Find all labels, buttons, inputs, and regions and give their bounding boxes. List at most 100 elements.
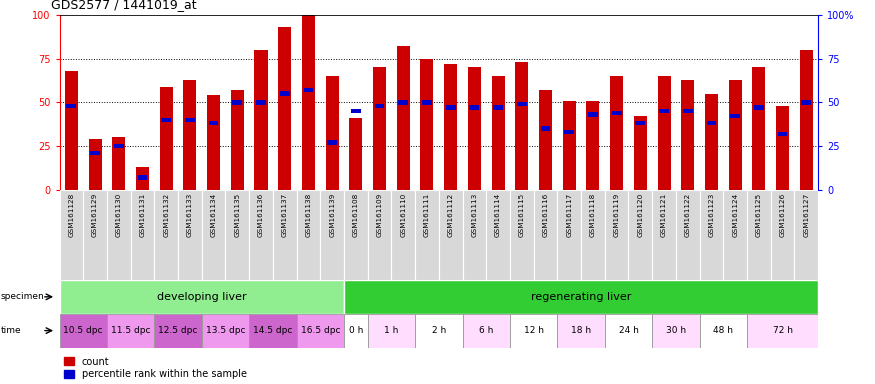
- Text: 10.5 dpc: 10.5 dpc: [64, 326, 103, 335]
- Bar: [776, 106, 789, 190]
- FancyBboxPatch shape: [581, 190, 605, 280]
- FancyBboxPatch shape: [605, 314, 652, 348]
- Text: GSM161111: GSM161111: [424, 192, 430, 237]
- FancyBboxPatch shape: [107, 314, 154, 348]
- Bar: [65, 71, 78, 190]
- Bar: [517, 102, 527, 106]
- Bar: [278, 27, 291, 190]
- Bar: [705, 94, 718, 190]
- Text: GSM161130: GSM161130: [116, 192, 122, 237]
- FancyBboxPatch shape: [249, 190, 273, 280]
- Text: GSM161118: GSM161118: [590, 192, 596, 237]
- Bar: [185, 118, 195, 122]
- Bar: [470, 105, 480, 110]
- Text: GSM161117: GSM161117: [566, 192, 572, 237]
- Bar: [778, 132, 788, 136]
- FancyBboxPatch shape: [700, 190, 724, 280]
- Text: GSM161132: GSM161132: [163, 192, 169, 237]
- FancyBboxPatch shape: [60, 314, 107, 348]
- Bar: [304, 88, 313, 92]
- FancyBboxPatch shape: [771, 190, 794, 280]
- Bar: [541, 126, 550, 131]
- FancyBboxPatch shape: [154, 190, 178, 280]
- Text: GSM161121: GSM161121: [661, 192, 667, 237]
- Text: 2 h: 2 h: [431, 326, 446, 335]
- FancyBboxPatch shape: [415, 190, 439, 280]
- Bar: [492, 76, 505, 190]
- FancyBboxPatch shape: [202, 314, 249, 348]
- Text: GSM161138: GSM161138: [305, 192, 312, 237]
- Bar: [373, 68, 386, 190]
- FancyBboxPatch shape: [60, 280, 344, 314]
- FancyBboxPatch shape: [534, 190, 557, 280]
- Text: 18 h: 18 h: [571, 326, 592, 335]
- Bar: [349, 118, 362, 190]
- FancyBboxPatch shape: [510, 314, 557, 348]
- Text: time: time: [1, 326, 22, 335]
- FancyBboxPatch shape: [628, 190, 652, 280]
- Text: GSM161122: GSM161122: [685, 192, 690, 237]
- Text: GSM161131: GSM161131: [139, 192, 145, 237]
- Legend: count, percentile rank within the sample: count, percentile rank within the sample: [65, 357, 247, 379]
- Bar: [564, 130, 574, 134]
- Bar: [326, 76, 339, 190]
- Text: 48 h: 48 h: [713, 326, 733, 335]
- Text: 14.5 dpc: 14.5 dpc: [253, 326, 292, 335]
- Text: GDS2577 / 1441019_at: GDS2577 / 1441019_at: [51, 0, 196, 11]
- FancyBboxPatch shape: [391, 190, 415, 280]
- Bar: [657, 76, 670, 190]
- Text: GSM161116: GSM161116: [542, 192, 549, 237]
- FancyBboxPatch shape: [557, 190, 581, 280]
- FancyBboxPatch shape: [510, 190, 534, 280]
- Text: GSM161137: GSM161137: [282, 192, 288, 237]
- Text: developing liver: developing liver: [157, 292, 247, 302]
- Text: GSM161128: GSM161128: [68, 192, 74, 237]
- Bar: [802, 100, 811, 104]
- Bar: [137, 175, 147, 180]
- FancyBboxPatch shape: [297, 314, 344, 348]
- Bar: [136, 167, 149, 190]
- Text: 11.5 dpc: 11.5 dpc: [111, 326, 150, 335]
- FancyBboxPatch shape: [344, 190, 368, 280]
- FancyBboxPatch shape: [368, 314, 415, 348]
- Bar: [327, 140, 337, 145]
- Bar: [731, 114, 740, 119]
- Bar: [706, 121, 717, 126]
- Text: GSM161123: GSM161123: [709, 192, 715, 237]
- FancyBboxPatch shape: [415, 314, 463, 348]
- Bar: [445, 105, 456, 110]
- Bar: [351, 109, 360, 113]
- FancyBboxPatch shape: [107, 190, 130, 280]
- FancyBboxPatch shape: [605, 190, 628, 280]
- Bar: [66, 104, 76, 108]
- Text: GSM161126: GSM161126: [780, 192, 786, 237]
- Bar: [682, 79, 694, 190]
- Bar: [161, 118, 172, 122]
- Bar: [729, 79, 742, 190]
- FancyBboxPatch shape: [60, 190, 83, 280]
- FancyBboxPatch shape: [463, 190, 486, 280]
- Text: GSM161114: GSM161114: [495, 192, 501, 237]
- FancyBboxPatch shape: [676, 190, 700, 280]
- Text: GSM161113: GSM161113: [472, 192, 478, 237]
- Bar: [233, 100, 242, 104]
- Text: regenerating liver: regenerating liver: [531, 292, 631, 302]
- Text: 72 h: 72 h: [773, 326, 793, 335]
- Bar: [90, 151, 100, 155]
- FancyBboxPatch shape: [226, 190, 249, 280]
- FancyBboxPatch shape: [178, 190, 202, 280]
- Text: GSM161110: GSM161110: [400, 192, 406, 237]
- Bar: [468, 68, 481, 190]
- Text: GSM161127: GSM161127: [803, 192, 809, 237]
- Text: GSM161115: GSM161115: [519, 192, 525, 237]
- FancyBboxPatch shape: [700, 314, 747, 348]
- Bar: [396, 46, 410, 190]
- Bar: [588, 113, 598, 117]
- Text: 12.5 dpc: 12.5 dpc: [158, 326, 198, 335]
- FancyBboxPatch shape: [747, 314, 818, 348]
- FancyBboxPatch shape: [344, 280, 818, 314]
- FancyBboxPatch shape: [249, 314, 297, 348]
- Text: GSM161139: GSM161139: [329, 192, 335, 237]
- Bar: [256, 100, 266, 104]
- Bar: [255, 50, 268, 190]
